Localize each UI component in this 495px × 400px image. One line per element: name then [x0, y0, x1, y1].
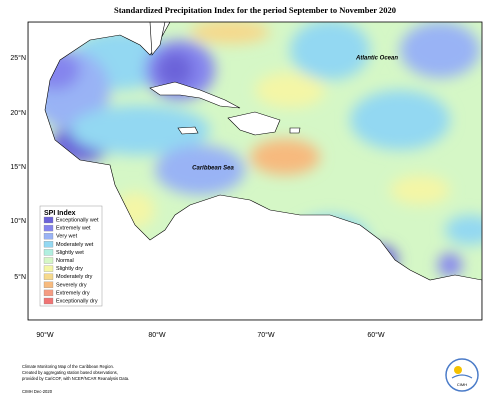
lon-label: 60°W	[367, 331, 385, 339]
map-title: Standardized Precipitation Index for the…	[114, 5, 396, 15]
florida	[149, 22, 166, 56]
footer: Climate Monitoring Map of the Caribbean …	[22, 358, 479, 394]
logo-wave	[451, 374, 473, 379]
legend-label: Slightly wet	[56, 250, 84, 256]
legend-items: Exceptionally wet Extremely wet Very wet Mo…	[43, 216, 99, 305]
legend: SPI Index Exceptionally wet Extremely wet…	[39, 205, 103, 307]
mainland	[28, 22, 482, 320]
lat-label: 20°N	[10, 109, 26, 117]
legend-swatch	[43, 224, 54, 232]
legend-swatch	[43, 241, 54, 248]
legend-swatch	[43, 233, 54, 240]
logo-sun	[454, 366, 462, 374]
lon-label: 80°W	[148, 331, 166, 339]
map-frame	[27, 21, 483, 321]
footer-credit: CIMH Dec-2020	[22, 389, 53, 394]
legend-label: Moderately dry	[56, 274, 93, 280]
legend-label: Exceptionally dry	[56, 298, 98, 304]
legend-label: Exceptionally wet	[56, 217, 99, 223]
legend-swatch	[43, 273, 54, 280]
cuba	[149, 81, 241, 109]
jamaica	[177, 126, 199, 135]
spi-field: Atlantic Ocean Caribbean Sea	[28, 22, 482, 320]
legend-label: Moderately wet	[56, 242, 94, 248]
legend-swatch	[43, 257, 54, 264]
legend-swatch	[43, 265, 54, 272]
place-label: Atlantic Ocean	[355, 56, 398, 62]
legend-swatch	[43, 297, 54, 305]
puerto-rico	[289, 127, 301, 134]
legend-label: Severely dry	[56, 282, 87, 288]
legend-title: SPI Index	[44, 210, 76, 217]
legend-swatch	[43, 289, 54, 297]
lat-labels: 25°N 20°N 15°N 10°N 5°N	[10, 54, 26, 281]
legend-swatch	[43, 281, 54, 288]
lon-label: 70°W	[257, 331, 275, 339]
legend-label: Very wet	[56, 234, 78, 240]
legend-label: Extremely dry	[56, 290, 90, 296]
lat-label: 10°N	[10, 217, 26, 225]
legend-label: Slightly dry	[56, 266, 83, 272]
legend-label: Normal	[56, 258, 74, 264]
legend-swatch	[43, 249, 54, 256]
place-label: Caribbean Sea	[192, 166, 234, 172]
footer-line: provided by CariCOF, with NCEP/NCAR Rean…	[22, 376, 129, 381]
lat-label: 15°N	[10, 163, 26, 171]
lat-label: 5°N	[14, 273, 26, 281]
land	[28, 22, 482, 320]
logo-text: CIMH	[457, 382, 467, 387]
lat-label: 25°N	[10, 54, 26, 62]
legend-swatch	[43, 216, 54, 224]
footer-line: Created by aggregating station based obs…	[22, 370, 118, 375]
footer-line: Climate Monitoring Map of the Caribbean …	[22, 364, 114, 369]
lon-labels: 90°W 80°W 70°W 60°W	[36, 331, 385, 339]
hispaniola	[227, 111, 281, 136]
legend-label: Extremely wet	[56, 226, 91, 232]
lon-label: 90°W	[36, 331, 54, 339]
